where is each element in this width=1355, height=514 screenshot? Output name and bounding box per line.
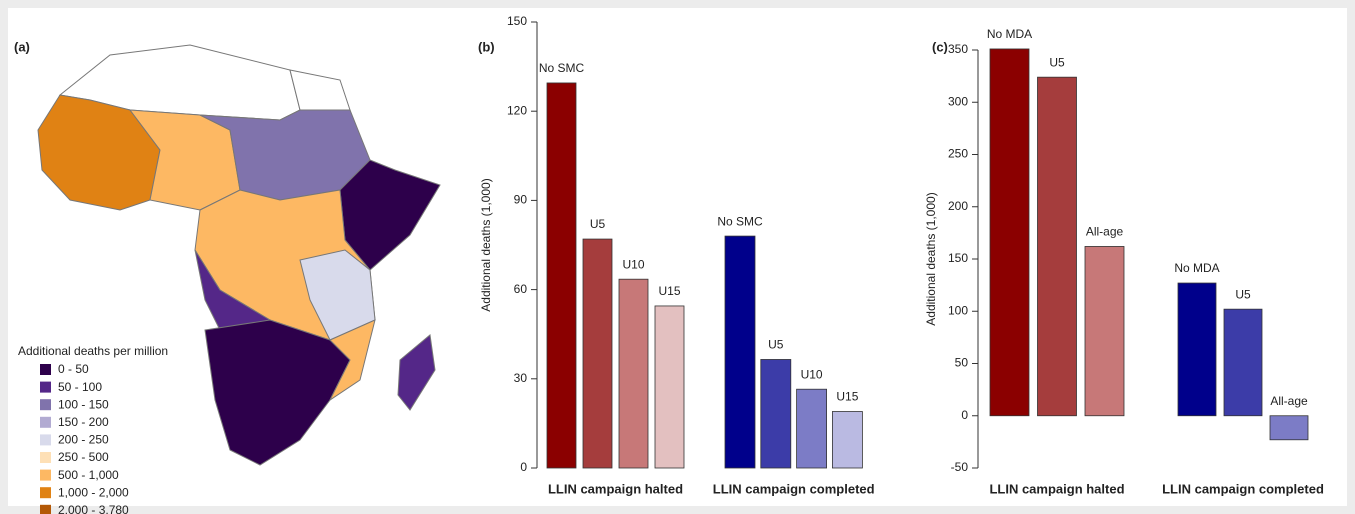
bar-label: U5 <box>1235 287 1251 301</box>
legend-label: 1,000 - 2,000 <box>58 485 129 499</box>
bar-label: U5 <box>590 217 606 231</box>
y-tick-label: -50 <box>951 460 969 474</box>
legend-swatch <box>40 399 51 410</box>
y-tick-label: 200 <box>948 199 968 213</box>
bar-label: U5 <box>1049 55 1065 69</box>
bar <box>832 412 862 468</box>
bar <box>547 83 576 468</box>
legend-swatch <box>40 434 51 445</box>
panel-label: (a) <box>14 39 30 54</box>
legend-swatch <box>40 364 51 375</box>
bar <box>583 239 612 468</box>
bar-label: U15 <box>658 284 680 298</box>
legend-label: 200 - 250 <box>58 433 109 447</box>
y-axis-label: Additional deaths (1,000) <box>924 192 938 325</box>
legend-label: 100 - 150 <box>58 397 109 411</box>
bar-label: U15 <box>836 390 858 404</box>
y-tick-label: 0 <box>520 460 527 474</box>
y-tick-label: 150 <box>507 14 527 28</box>
y-tick-label: 60 <box>514 282 528 296</box>
y-tick-label: 50 <box>955 356 969 370</box>
bar <box>761 359 791 468</box>
bar <box>990 49 1029 416</box>
y-tick-label: 350 <box>948 42 968 56</box>
legend-label: 50 - 100 <box>58 380 102 394</box>
y-tick-label: 150 <box>948 251 968 265</box>
group-label: LLIN campaign halted <box>989 481 1124 496</box>
y-tick-label: 90 <box>514 193 528 207</box>
bar <box>1178 283 1216 416</box>
legend-swatch <box>40 417 51 428</box>
bar-label: U10 <box>622 257 644 271</box>
y-tick-label: 30 <box>514 371 528 385</box>
bar <box>655 306 684 468</box>
legend-swatch <box>40 382 51 393</box>
legend-label: 0 - 50 <box>58 362 89 376</box>
legend-label: 250 - 500 <box>58 450 109 464</box>
legend-swatch <box>40 470 51 481</box>
legend-label: 2,000 - 3,780 <box>58 503 129 514</box>
bar-label: All-age <box>1270 394 1308 408</box>
bar-label: U5 <box>768 338 784 352</box>
bar <box>725 236 755 468</box>
bar <box>1038 77 1077 416</box>
y-tick-label: 120 <box>507 103 527 117</box>
legend-label: 150 - 200 <box>58 415 109 429</box>
page: (a) Additional deaths per million 0 - 50 50… <box>0 0 1355 514</box>
y-tick-label: 100 <box>948 303 968 317</box>
legend-label: 500 - 1,000 <box>58 468 119 482</box>
bar <box>1085 246 1124 415</box>
bar <box>619 279 648 468</box>
bar-label: No MDA <box>987 27 1032 41</box>
legend-title: Additional deaths per million <box>18 344 168 358</box>
bar-label: No SMC <box>539 61 585 75</box>
bar-label: No MDA <box>1174 261 1219 275</box>
y-axis-label: Additional deaths (1,000) <box>479 178 493 311</box>
bar <box>797 389 827 468</box>
group-label: LLIN campaign completed <box>713 481 875 496</box>
bar-label: All-age <box>1086 225 1124 239</box>
bar <box>1224 309 1262 416</box>
y-tick-label: 0 <box>961 408 968 422</box>
figure: (a) Additional deaths per million 0 - 50 50… <box>0 0 1355 514</box>
bar <box>1270 416 1308 440</box>
group-label: LLIN campaign completed <box>1162 481 1324 496</box>
panel-label: (b) <box>478 39 495 54</box>
bar-label: U10 <box>801 367 823 381</box>
legend-swatch <box>40 452 51 463</box>
y-tick-label: 300 <box>948 94 968 108</box>
y-tick-label: 250 <box>948 147 968 161</box>
legend-swatch <box>40 505 51 514</box>
bar-label: No SMC <box>717 214 763 228</box>
group-label: LLIN campaign halted <box>548 481 683 496</box>
panel-label: (c) <box>932 39 948 54</box>
legend-swatch <box>40 487 51 498</box>
